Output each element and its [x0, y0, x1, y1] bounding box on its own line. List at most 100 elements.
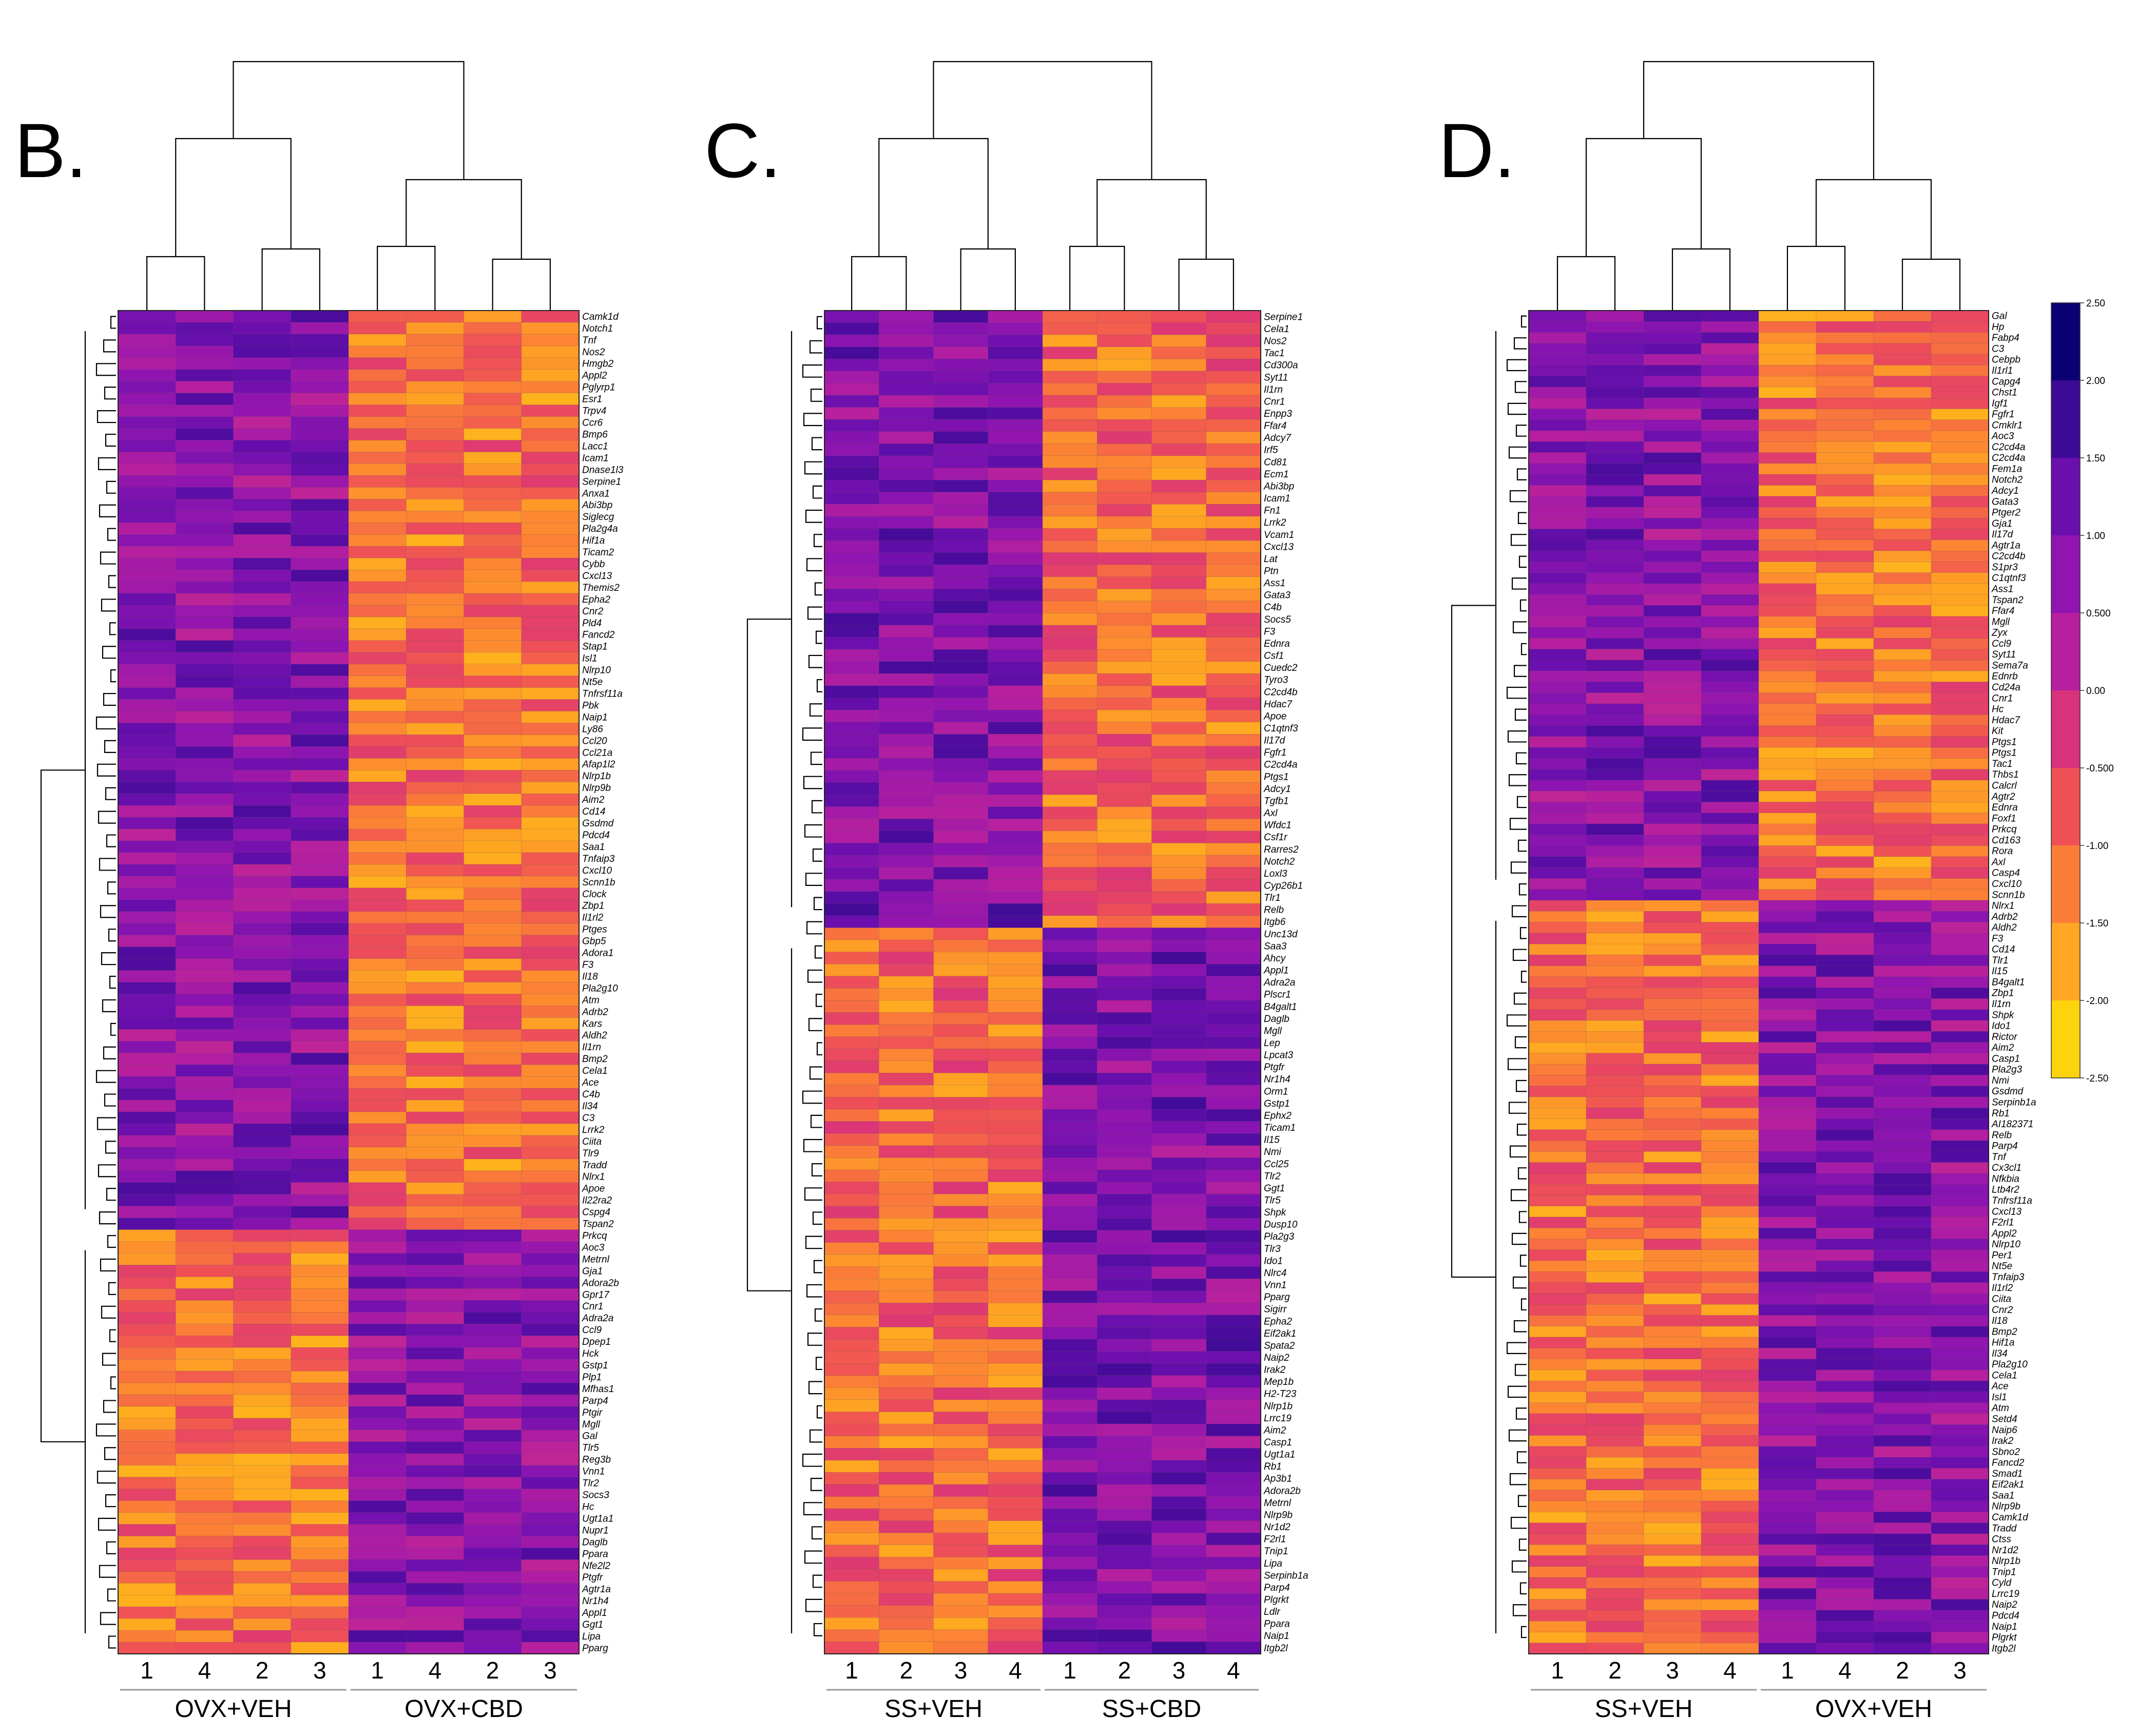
gene-label: Nr1h4	[582, 1596, 609, 1607]
heatmap-cell	[464, 404, 522, 417]
heatmap-cell	[988, 1460, 1043, 1473]
heatmap-cell	[1528, 823, 1587, 835]
heatmap-cell	[1701, 1282, 1759, 1294]
gene-label: Cnr1	[1264, 396, 1285, 407]
heatmap-cell	[291, 947, 349, 959]
heatmap-cell	[824, 1545, 879, 1557]
heatmap-cell	[233, 899, 292, 912]
heatmap-cell	[1931, 529, 1989, 541]
heatmap-cell	[1586, 987, 1644, 999]
heatmap-cell	[348, 1182, 407, 1195]
heatmap-cell	[464, 770, 522, 782]
gene-label: AI182371	[1991, 1119, 2033, 1130]
heatmap-cell	[1042, 504, 1098, 517]
heatmap-cell	[933, 1145, 989, 1158]
heatmap-cell	[879, 1617, 934, 1630]
heatmap-cell	[176, 546, 234, 558]
dendrogram-branch	[1508, 1102, 1527, 1114]
heatmap-cell	[176, 1536, 234, 1548]
heatmap-cell	[1097, 383, 1152, 396]
heatmap-cell	[1042, 746, 1098, 759]
heatmap-cell	[521, 569, 580, 582]
gene-label: Lrrk2	[582, 1125, 605, 1135]
heatmap-cell	[291, 1583, 349, 1595]
dendrogram-branch	[101, 599, 116, 612]
heatmap-cell	[176, 534, 234, 547]
dendrogram-branch	[812, 1574, 822, 1588]
dendrogram-branch	[814, 945, 822, 959]
heatmap-cell	[406, 828, 464, 841]
heatmap-cell	[1528, 1304, 1587, 1316]
heatmap-cell	[879, 1581, 934, 1594]
gene-label: Tlr5	[582, 1443, 599, 1454]
dendrogram-branch	[1507, 402, 1527, 415]
dendrogram-branch	[804, 461, 822, 475]
heatmap-cell	[521, 982, 580, 994]
heatmap-cell	[1643, 1239, 1702, 1250]
heatmap-cell	[1931, 1446, 1989, 1458]
heatmap-cell	[824, 576, 879, 589]
heatmap-cell	[1528, 1140, 1587, 1152]
heatmap-cell	[1758, 1435, 1817, 1447]
heatmap-cell	[1097, 831, 1152, 843]
heatmap-cell	[1042, 661, 1098, 674]
dendrogram-branch	[107, 1588, 116, 1602]
heatmap-cell	[1206, 782, 1261, 795]
heatmap-cell	[118, 1218, 176, 1230]
heatmap-cell	[118, 1512, 176, 1525]
heatmap-cell	[1042, 928, 1098, 940]
heatmap-cell	[1586, 1195, 1644, 1207]
heatmap-cell	[1097, 1399, 1152, 1412]
heatmap-cell	[176, 1300, 234, 1313]
heatmap-cell	[1097, 576, 1152, 589]
heatmap-cell	[1206, 576, 1261, 589]
heatmap-cell	[1701, 1009, 1759, 1021]
heatmap-cell	[1528, 572, 1587, 584]
heatmap-cell	[1151, 1520, 1207, 1533]
heatmap-cell	[233, 652, 292, 665]
heatmap-cell	[176, 1182, 234, 1195]
heatmap-cell	[1097, 770, 1152, 783]
gene-label: Gstp1	[582, 1360, 608, 1371]
heatmap-cell	[824, 625, 879, 638]
heatmap-cell	[1873, 1566, 1932, 1578]
heatmap-cell	[1586, 583, 1644, 595]
heatmap-cell	[933, 1073, 989, 1086]
heatmap-cell	[988, 1412, 1043, 1424]
heatmap-cell	[1042, 818, 1098, 832]
heatmap-cell	[406, 699, 464, 711]
heatmap-cell	[1643, 550, 1702, 562]
heatmap-cell	[1097, 431, 1152, 444]
heatmap-cell	[1931, 1206, 1989, 1218]
gene-label: Gal	[582, 1431, 598, 1442]
gene-label: Ggt1	[1264, 1183, 1285, 1194]
heatmap-cell	[933, 1060, 989, 1073]
heatmap-cell	[233, 1041, 292, 1053]
heatmap-cell	[879, 1436, 934, 1449]
heatmap-cell	[1758, 594, 1817, 606]
heatmap-cell	[879, 431, 934, 444]
heatmap-cell	[1931, 1042, 1989, 1054]
gene-label: Ptgfr	[1264, 1062, 1285, 1073]
heatmap-cell	[1701, 1271, 1759, 1283]
gene-labels: Serpine1Cela1Nos2Tac1Cd300aSyt11Il1rnCnr…	[1263, 312, 1308, 1653]
gene-label: Hdac7	[1264, 699, 1293, 710]
heatmap-cell	[1931, 354, 1989, 365]
heatmap-cell	[1931, 1533, 1989, 1545]
heatmap-cell	[406, 652, 464, 665]
heatmap-cell	[233, 369, 292, 382]
heatmap-cell	[1528, 856, 1587, 868]
heatmap-cell	[988, 1593, 1043, 1606]
heatmap-cell	[233, 534, 292, 547]
heatmap-cell	[176, 1406, 234, 1419]
gene-label: Relb	[1264, 905, 1284, 916]
heatmap-cell	[1528, 878, 1587, 890]
heatmap-cell	[118, 1253, 176, 1265]
heatmap-cell	[176, 1418, 234, 1431]
heatmap-cell	[521, 1135, 580, 1148]
heatmap-cell	[233, 947, 292, 959]
heatmap-cell	[1097, 1036, 1152, 1049]
heatmap-cell	[1873, 594, 1932, 606]
heatmap-cell	[406, 1524, 464, 1536]
heatmap-cell	[406, 1548, 464, 1560]
